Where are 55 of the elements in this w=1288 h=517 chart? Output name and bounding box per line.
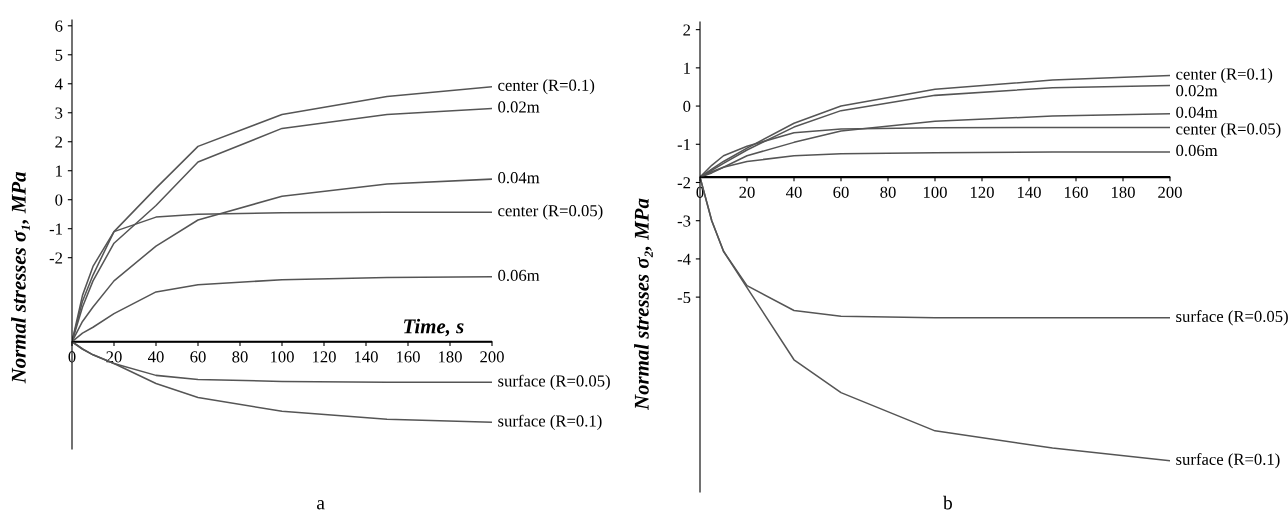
series-label: 0.04m bbox=[498, 172, 540, 184]
x-tick-label: 140 bbox=[1017, 186, 1041, 198]
series-label: 0.04m bbox=[1176, 106, 1218, 118]
x-tick-label: 180 bbox=[438, 351, 462, 363]
y-tick-label: -3 bbox=[677, 215, 691, 227]
series-label: 0.06m bbox=[498, 269, 540, 282]
y-tick-label: 6 bbox=[55, 20, 63, 32]
x-tick-label: 120 bbox=[312, 351, 336, 363]
y-tick-label: 4 bbox=[54, 78, 63, 90]
x-tick-label: 200 bbox=[480, 351, 504, 363]
x-tick-label: 20 bbox=[739, 186, 755, 198]
y-tick-label: 1 bbox=[56, 165, 62, 177]
x-tick-label: 160 bbox=[396, 351, 420, 363]
x-axis-title: Time, s bbox=[404, 318, 464, 337]
y-tick-label: 3 bbox=[55, 107, 63, 119]
y-tick-label: 0 bbox=[683, 100, 691, 113]
x-tick-label: 40 bbox=[785, 186, 802, 198]
series-label: surface (R=0.1) bbox=[498, 414, 602, 430]
y-axis-title: Normal stresses σ₂, MPa bbox=[634, 198, 653, 411]
x-tick-label: 140 bbox=[354, 351, 378, 363]
series-label: 0.02m bbox=[1176, 85, 1218, 97]
x-tick-label: 60 bbox=[833, 186, 849, 198]
series-label: 0.06m bbox=[1176, 144, 1218, 157]
y-tick-label: -2 bbox=[49, 252, 63, 264]
series-label: surface (R=0.1) bbox=[1176, 453, 1280, 469]
x-tick-label: 180 bbox=[1111, 186, 1135, 198]
x-tick-label: 200 bbox=[1158, 186, 1182, 198]
series-label: surface (R=0.05) bbox=[1176, 310, 1288, 326]
y-tick-label: 2 bbox=[55, 136, 63, 148]
series-label: center (R=0.05) bbox=[1176, 122, 1281, 138]
y-tick-label: 1 bbox=[684, 62, 690, 74]
y-tick-label: 2 bbox=[683, 24, 691, 36]
series-label: center (R=0.1) bbox=[498, 79, 595, 95]
y-tick-label: 0 bbox=[55, 194, 63, 206]
series-label: center (R=0.1) bbox=[1176, 67, 1273, 84]
text: a bbox=[317, 500, 325, 510]
series-label: center (R=0.05) bbox=[498, 204, 603, 220]
x-tick-label: 100 bbox=[923, 186, 947, 198]
series-label: 0.02m bbox=[498, 101, 540, 113]
y-tick-label: -1 bbox=[49, 223, 62, 235]
series-label: surface (R=0.05) bbox=[498, 374, 610, 390]
y-tick-label: 5 bbox=[55, 49, 63, 61]
x-tick-label: 120 bbox=[970, 186, 994, 198]
y-tick-label: -1 bbox=[677, 139, 690, 151]
y-tick-label: -2 bbox=[677, 177, 691, 189]
x-tick-label: 40 bbox=[147, 351, 164, 363]
x-tick-label: 80 bbox=[880, 186, 896, 198]
y-axis-title: Normal stresses σ₁, MPa bbox=[11, 172, 30, 384]
x-tick-label: 160 bbox=[1064, 186, 1088, 198]
text: b bbox=[943, 495, 952, 510]
y-tick-label: -5 bbox=[677, 291, 691, 304]
x-tick-label: 100 bbox=[270, 351, 294, 363]
x-tick-label: 80 bbox=[232, 351, 248, 363]
y-tick-label: -4 bbox=[677, 253, 691, 265]
x-tick-label: 60 bbox=[190, 351, 206, 363]
